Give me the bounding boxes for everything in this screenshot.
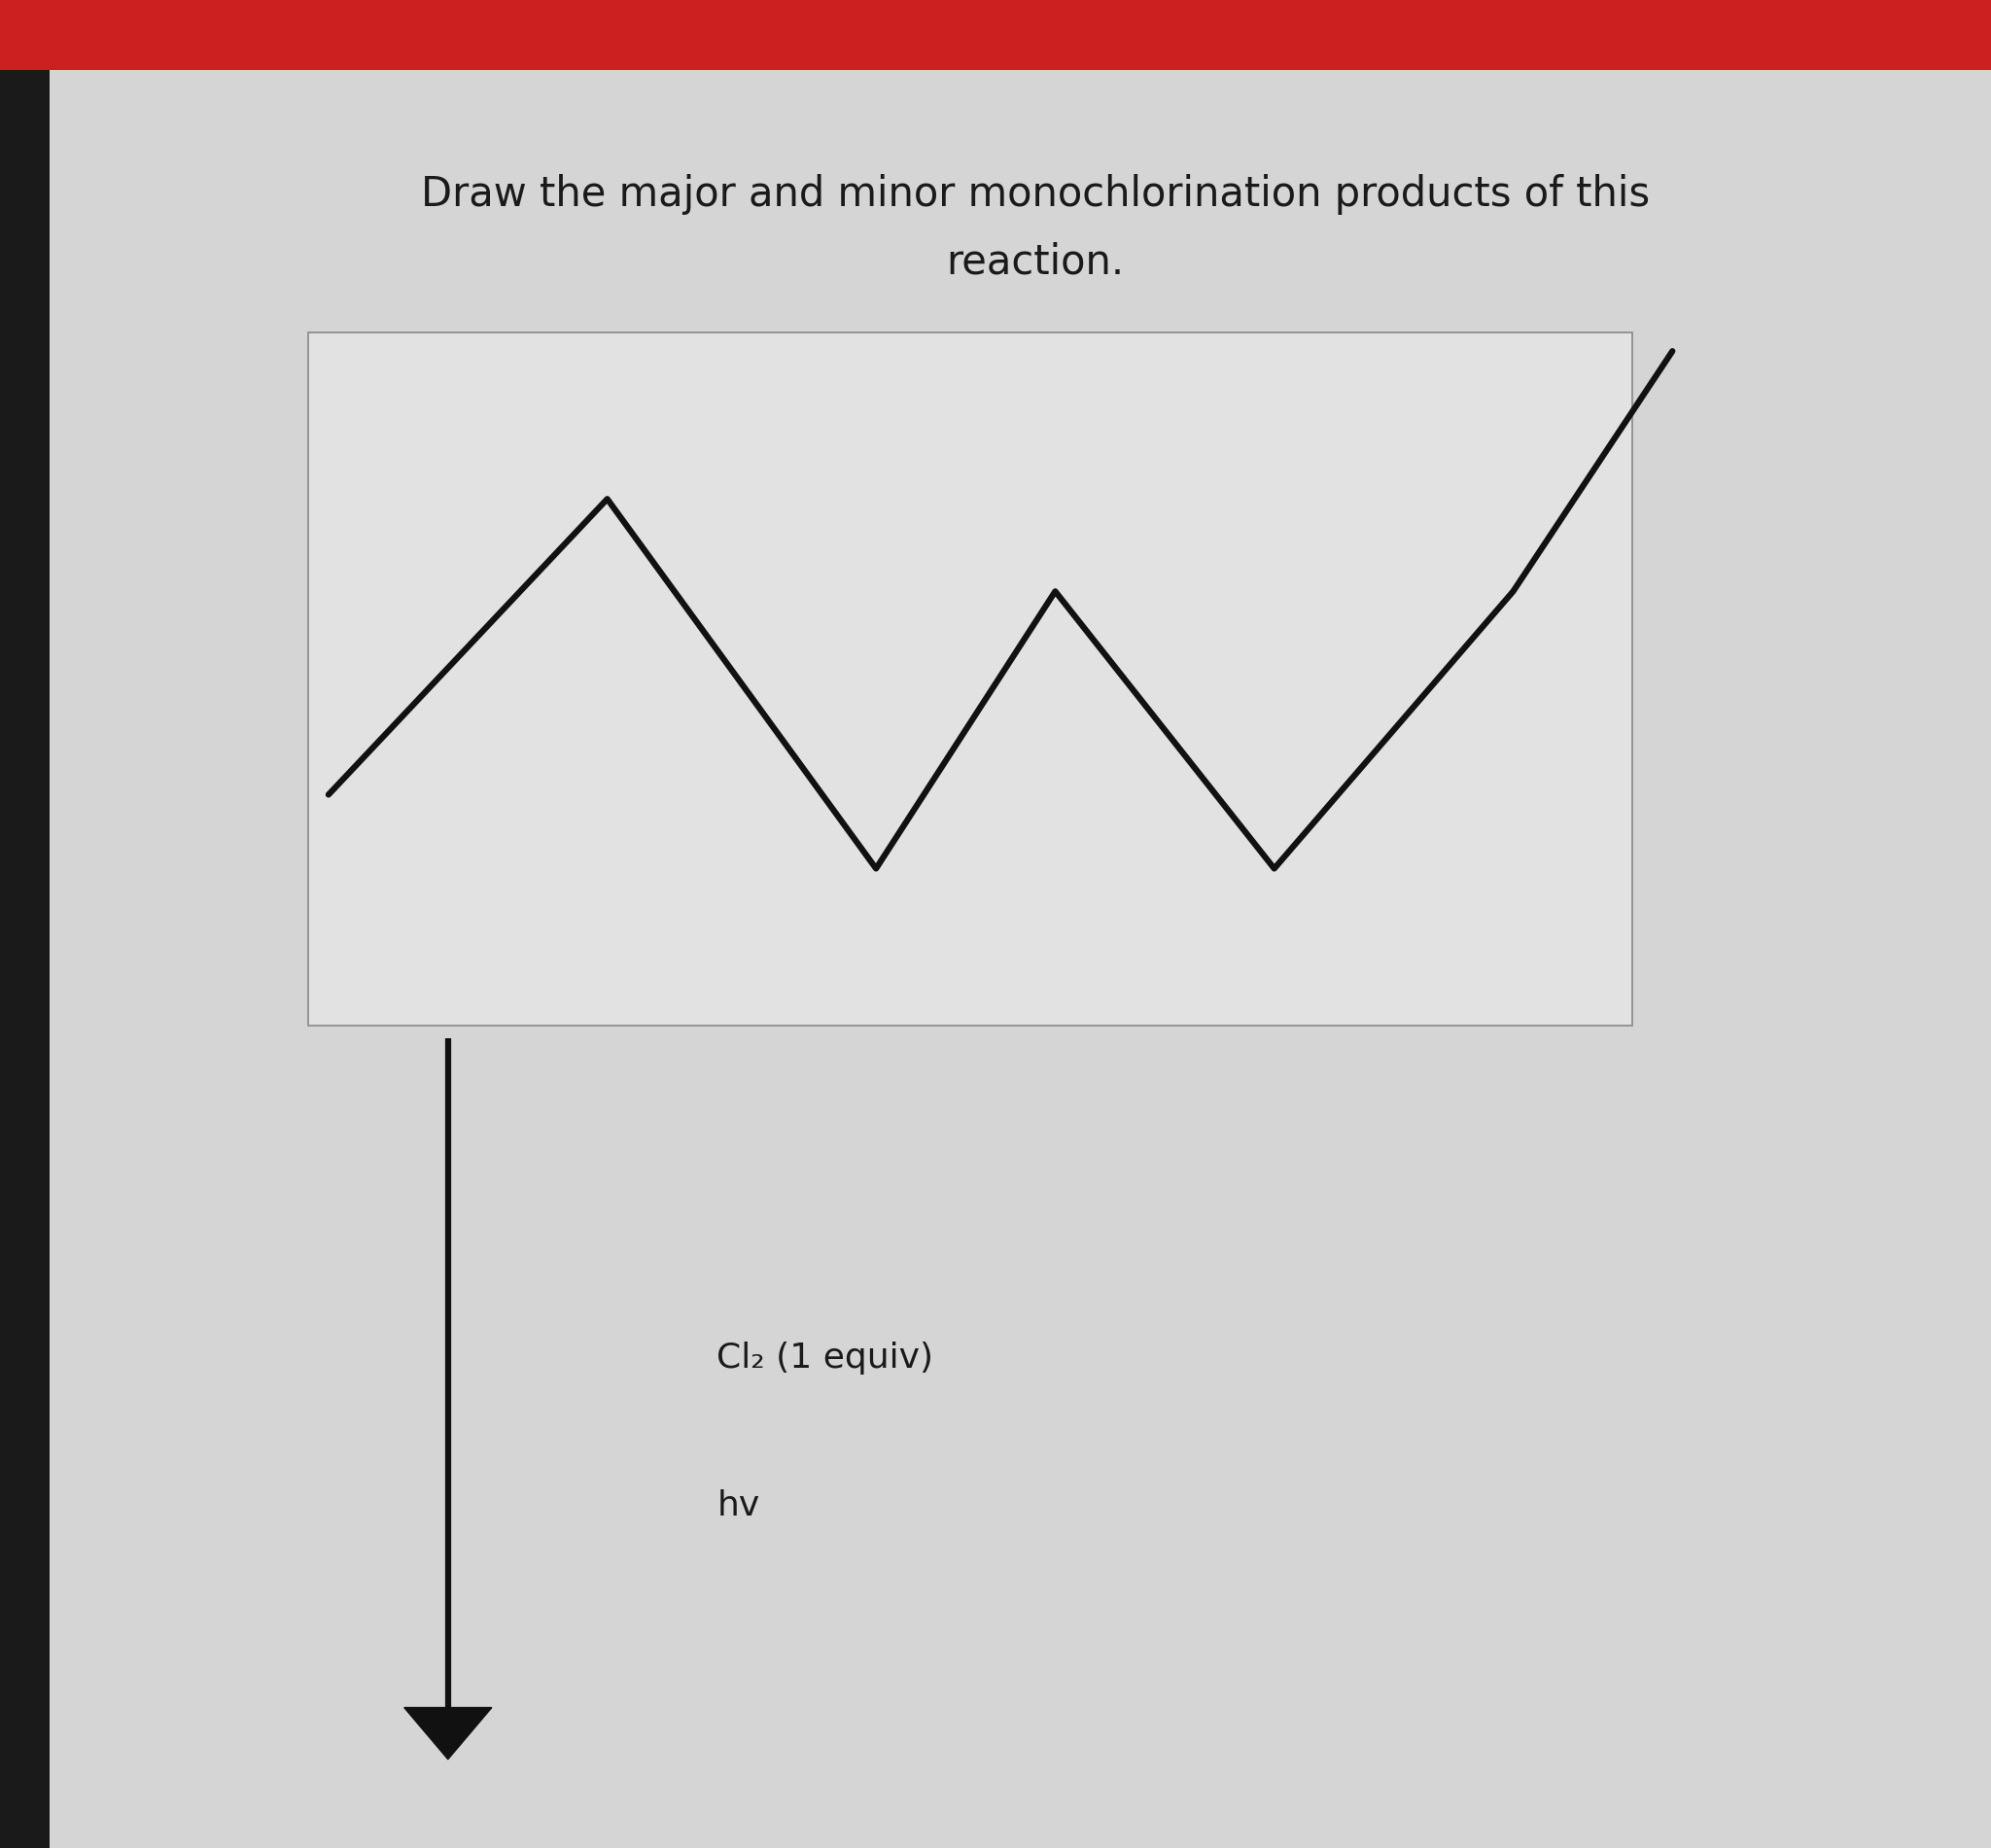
Text: Draw the major and minor monochlorination products of this: Draw the major and minor monochlorinatio…	[420, 174, 1651, 214]
Text: Cl₂ (1 equiv): Cl₂ (1 equiv)	[717, 1342, 934, 1375]
Bar	[0, 0, 50, 1848]
Text: reaction.: reaction.	[946, 242, 1125, 283]
Bar	[0, 0, 1991, 70]
Polygon shape	[404, 1708, 492, 1759]
Bar	[309, 333, 1633, 1026]
Text: hv: hv	[717, 1489, 761, 1523]
